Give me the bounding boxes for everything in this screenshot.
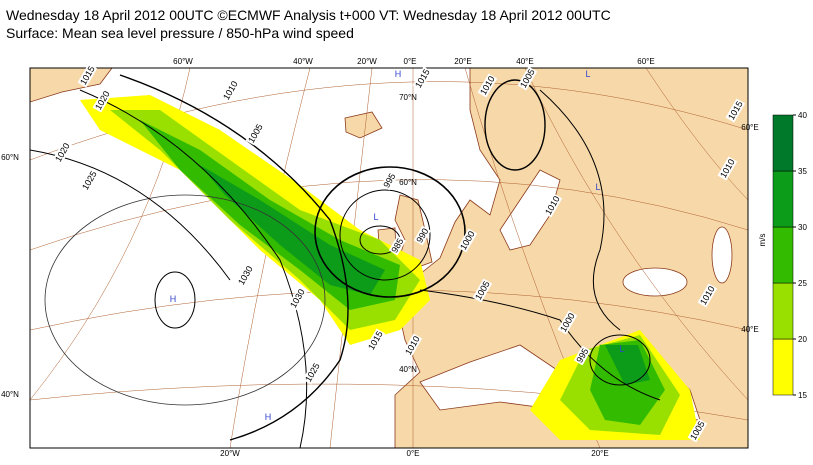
isobar-label-bg [365, 328, 386, 353]
isobar-label-bg [517, 66, 538, 91]
land [344, 111, 383, 139]
colorbar-tick-label: 35 [798, 167, 807, 176]
pressure-centre: L [595, 182, 600, 192]
colorbar-tick-label: 40 [798, 111, 807, 120]
isobar-label-bg [725, 98, 746, 123]
colorbar-tick-label: 30 [798, 223, 807, 232]
isobar-label-bg [220, 78, 241, 103]
graticule-label: 20°W [357, 57, 377, 66]
isobar-label-bg [542, 193, 563, 218]
isobar-label-bg [457, 228, 478, 253]
isobar-label-bg [697, 283, 718, 308]
graticule-label: 70°N [399, 93, 417, 102]
isobar-label-bg [380, 170, 398, 191]
map [30, 68, 748, 448]
graticule-label: 60°N [399, 178, 417, 187]
graticule-label: 20°W [220, 449, 240, 458]
graticule-label: 40°E [741, 325, 758, 334]
sea [711, 226, 733, 284]
graticule-label: 60°E [741, 123, 758, 132]
graticule-label: 0°E [407, 449, 420, 458]
sea [622, 267, 688, 297]
colorbar-segment [772, 338, 794, 396]
isobar-label-bg [477, 73, 498, 98]
isobar-label-bg [717, 156, 738, 181]
colorbar-segment [772, 114, 794, 172]
graticule-label: 20°E [454, 57, 471, 66]
wind-med [605, 345, 650, 385]
pressure-centre: L [585, 69, 590, 79]
colorbar: 15 20 25 30 35 40 [772, 111, 807, 400]
isobar-label-bg [302, 360, 323, 385]
graticule-label: 0°E [404, 57, 417, 66]
colorbar-segment [772, 282, 794, 340]
isobar-label-bg [573, 345, 591, 366]
pressure-centre: L [619, 344, 624, 354]
colorbar-segment [772, 170, 794, 228]
wind-35 [200, 165, 385, 295]
colorbar-tick-label: 25 [798, 279, 807, 288]
isobar-label-bg [79, 168, 100, 193]
map-frame [29, 67, 749, 449]
isobar-label-bg [687, 418, 708, 443]
graticule-label: 20°E [591, 449, 608, 458]
isobar-label-bg [412, 66, 433, 91]
isobar-label-bg [472, 278, 493, 303]
colorbar-tick-label: 20 [798, 335, 807, 344]
isobars [30, 74, 661, 448]
isobar-label-bg [388, 235, 406, 256]
graticule-label: 60°W [173, 57, 193, 66]
graticule-label: 40°N [1, 390, 19, 399]
colorbar-tick-label: 15 [798, 391, 807, 400]
isobar-label-bg [402, 333, 423, 358]
graticule-label: 40°E [516, 57, 533, 66]
isobar-label-bg [557, 310, 578, 335]
isobar-label-bg [77, 63, 98, 88]
pressure-centre: H [170, 294, 177, 304]
pressure-centre: H [395, 69, 402, 79]
header-line1: Wednesday 18 April 2012 00UTC ©ECMWF Ana… [6, 7, 611, 23]
colorbar-segment [772, 226, 794, 284]
graticule-label: 60°E [637, 57, 654, 66]
graticule-label: 60°N [1, 153, 19, 162]
isobar-label-bg [92, 88, 113, 113]
graticule-label: 40°N [399, 365, 417, 374]
pressure-centre: H [265, 412, 272, 422]
isobar-label-bg [245, 121, 266, 146]
pressure-centre: L [373, 212, 378, 222]
colorbar-unit: m/s [758, 234, 767, 247]
isobar-label-bg [413, 225, 431, 246]
header-line2: Surface: Mean sea level pressure / 850-h… [6, 25, 354, 41]
graticule-label: 40°W [293, 57, 313, 66]
isobar-label-bg [287, 286, 308, 311]
isobar-label-bg [235, 263, 256, 288]
isobar-label-bg [52, 140, 73, 165]
